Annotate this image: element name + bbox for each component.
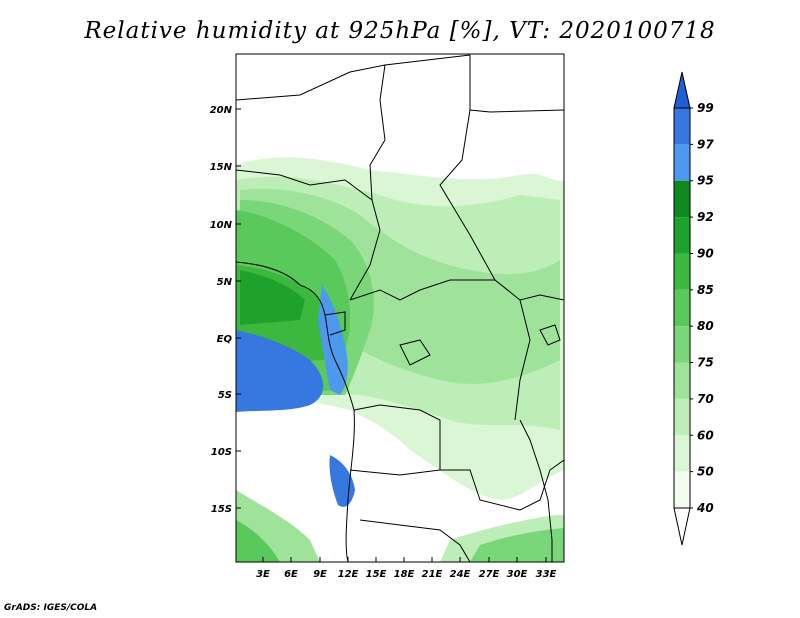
colorbar-box — [674, 144, 690, 181]
colorbar-box — [674, 471, 690, 508]
lon-tick-label: 18E — [394, 569, 415, 580]
lon-tick-label: 9E — [313, 569, 327, 580]
lat-tick-label: 20N — [210, 105, 233, 116]
lon-tick-label: 6E — [284, 569, 298, 580]
colorbar: 99 97 95 92 90 85 80 75 70 60 50 40 — [673, 71, 714, 546]
lat-tick-label: 15S — [211, 504, 232, 515]
lat-tick-label: 10S — [211, 447, 232, 458]
colorbar-box — [674, 108, 690, 145]
colorbar-box — [674, 217, 690, 254]
lon-tick-label: 27E — [479, 569, 500, 580]
colorbar-label: 85 — [697, 283, 714, 297]
colorbar-box — [674, 289, 690, 327]
colorbar-box — [674, 180, 690, 218]
colorbar-box — [674, 362, 690, 399]
colorbar-label: 70 — [697, 392, 714, 406]
colorbar-label: 40 — [696, 501, 714, 515]
colorbar-label: 50 — [697, 465, 714, 479]
map-frame — [235, 53, 565, 563]
lon-tick-label: 30E — [507, 569, 528, 580]
lon-tick-label: 24E — [450, 569, 471, 580]
lat-tick-label: 5S — [218, 390, 232, 401]
map-title: Relative humidity at 925hPa [%], VT: 202… — [84, 18, 716, 44]
lon-tick-label: 21E — [422, 569, 443, 580]
lon-tick-label: 12E — [338, 569, 359, 580]
lat-tick-label: 15N — [210, 162, 233, 173]
lon-tick-label: 15E — [366, 569, 387, 580]
colorbar-label: 99 — [697, 101, 714, 115]
colorbar-label: 75 — [697, 356, 714, 370]
lon-tick-label: 33E — [536, 569, 557, 580]
colorbar-bottom-arrow — [673, 507, 691, 546]
credit-text: GrADS: IGES/COLA — [4, 603, 98, 613]
lat-tick-label: EQ — [217, 334, 233, 345]
humidity-field — [236, 54, 564, 562]
colorbar-box — [674, 326, 690, 363]
colorbar-top-arrow — [673, 71, 691, 109]
latitude-axis: 20N 15N 10N 5N EQ 5S 10S 15S — [210, 105, 241, 515]
colorbar-label: 80 — [697, 319, 714, 333]
colorbar-label: 95 — [697, 174, 714, 188]
longitude-axis: 3E 6E 9E 12E 15E 18E 21E 24E 27E 30E 33E — [256, 557, 557, 580]
colorbar-box — [674, 435, 690, 472]
lat-tick-label: 5N — [217, 277, 233, 288]
colorbar-label: 90 — [697, 246, 714, 260]
colorbar-label: 97 — [697, 137, 714, 151]
colorbar-box — [674, 398, 690, 436]
country-borders — [236, 54, 564, 562]
lat-tick-label: 10N — [210, 220, 233, 231]
lon-tick-label: 3E — [256, 569, 270, 580]
colorbar-box — [674, 253, 690, 290]
colorbar-label: 60 — [697, 428, 714, 442]
colorbar-label: 92 — [697, 210, 714, 224]
